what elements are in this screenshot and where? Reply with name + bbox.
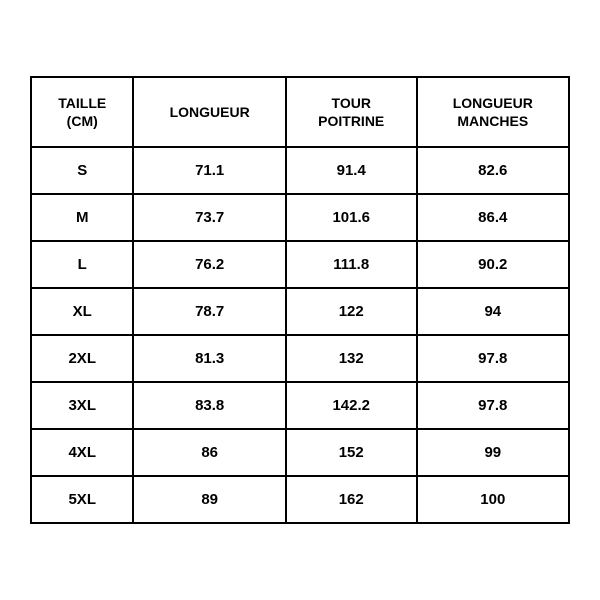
cell-length: 76.2 [133,241,285,288]
cell-sleeve: 94 [417,288,569,335]
table-row: 2XL 81.3 132 97.8 [31,335,569,382]
cell-length: 86 [133,429,285,476]
cell-sleeve: 100 [417,476,569,523]
cell-chest: 122 [286,288,417,335]
cell-chest: 111.8 [286,241,417,288]
table-row: 4XL 86 152 99 [31,429,569,476]
table-header: TAILLE (CM) LONGUEUR TOUR POITRINE LONGU… [31,77,569,147]
cell-sleeve: 86.4 [417,194,569,241]
col-header-chest: TOUR POITRINE [286,77,417,147]
cell-sleeve: 99 [417,429,569,476]
cell-size: S [31,147,133,194]
col-header-size: TAILLE (CM) [31,77,133,147]
cell-sleeve: 97.8 [417,382,569,429]
table-row: 3XL 83.8 142.2 97.8 [31,382,569,429]
col-header-sublabel: MANCHES [426,112,560,130]
cell-chest: 152 [286,429,417,476]
cell-length: 78.7 [133,288,285,335]
col-header-label: TAILLE [40,94,124,112]
cell-size: 3XL [31,382,133,429]
col-header-label: LONGUEUR [142,103,276,121]
col-header-label: LONGUEUR [426,94,560,112]
cell-chest: 142.2 [286,382,417,429]
cell-size: 5XL [31,476,133,523]
cell-sleeve: 90.2 [417,241,569,288]
cell-chest: 101.6 [286,194,417,241]
table-row: S 71.1 91.4 82.6 [31,147,569,194]
table-row: L 76.2 111.8 90.2 [31,241,569,288]
cell-length: 81.3 [133,335,285,382]
size-chart-table: TAILLE (CM) LONGUEUR TOUR POITRINE LONGU… [30,76,570,524]
cell-size: L [31,241,133,288]
col-header-sleeve: LONGUEUR MANCHES [417,77,569,147]
cell-length: 73.7 [133,194,285,241]
cell-size: XL [31,288,133,335]
cell-size: 2XL [31,335,133,382]
cell-length: 83.8 [133,382,285,429]
cell-chest: 162 [286,476,417,523]
table-row: 5XL 89 162 100 [31,476,569,523]
cell-size: 4XL [31,429,133,476]
cell-length: 71.1 [133,147,285,194]
table-row: M 73.7 101.6 86.4 [31,194,569,241]
col-header-sublabel: POITRINE [295,112,408,130]
cell-chest: 91.4 [286,147,417,194]
table-body: S 71.1 91.4 82.6 M 73.7 101.6 86.4 L 76.… [31,147,569,523]
col-header-length: LONGUEUR [133,77,285,147]
col-header-sublabel: (CM) [40,112,124,130]
cell-chest: 132 [286,335,417,382]
table-row: XL 78.7 122 94 [31,288,569,335]
cell-sleeve: 97.8 [417,335,569,382]
cell-length: 89 [133,476,285,523]
header-row: TAILLE (CM) LONGUEUR TOUR POITRINE LONGU… [31,77,569,147]
cell-size: M [31,194,133,241]
col-header-label: TOUR [295,94,408,112]
cell-sleeve: 82.6 [417,147,569,194]
